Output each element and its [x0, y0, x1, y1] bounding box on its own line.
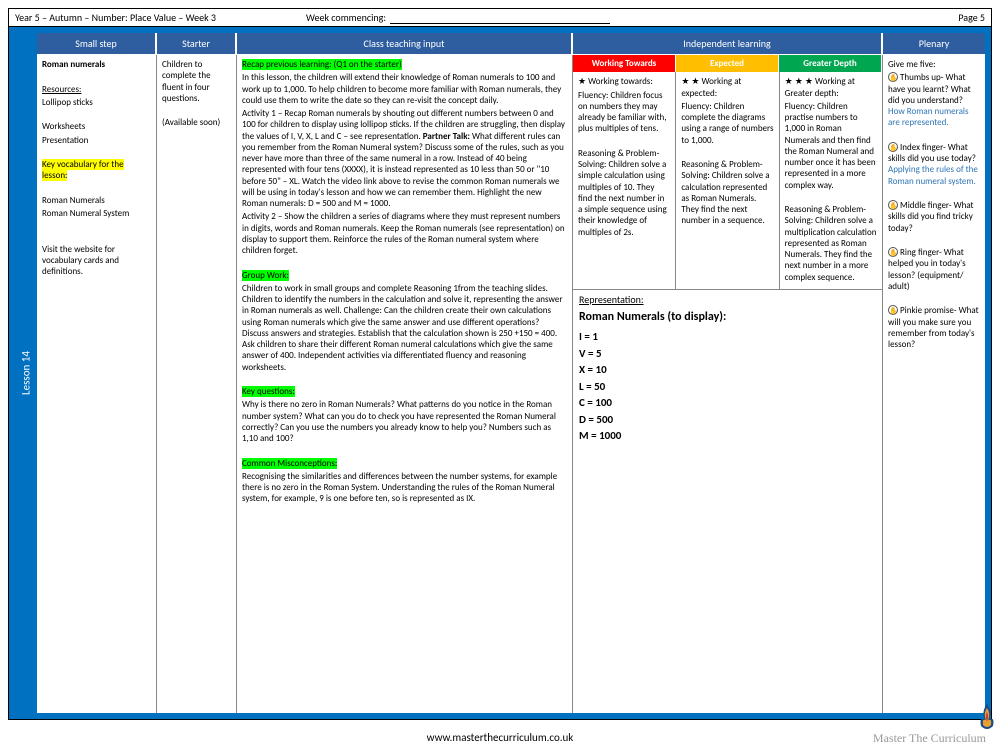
teach-p4: Children to work in small groups and com…: [242, 283, 567, 373]
page-border: Year 5 – Autumn – Number: Place Value – …: [8, 8, 992, 720]
wt-fluency: Fluency: Children focus on numbers they …: [578, 90, 670, 135]
subhead-expected: Expected: [676, 55, 779, 72]
content-area: Small step Starter Class teaching input …: [37, 33, 985, 713]
teach-p6: Recognising the similarities and differe…: [242, 471, 567, 505]
indep-gd: ★ ★ ★ Working at Greater depth: Fluency:…: [780, 72, 882, 289]
plenary-item-1: ✋Index finger- What skills did you use t…: [888, 142, 980, 187]
starter-p1: Children to complete the fluent in four …: [162, 59, 231, 104]
key-vocab-label: Key vocabulary for the lesson:: [42, 159, 151, 182]
gd-rps: Reasoning & Problem-Solving: Children so…: [785, 204, 877, 283]
teach-p2: Activity 1 – Recap Roman numerals by sho…: [242, 108, 567, 209]
indep-subheaders: Working Towards Expected Greater Depth: [573, 55, 882, 72]
hand-icon: ✋: [888, 72, 898, 82]
gd-fluency: Fluency: Children practise numbers to 1,…: [785, 101, 877, 191]
teach-p5: Why is there no zero in Roman Numerals? …: [242, 399, 567, 444]
recap-highlight: Recap previous learning: (Q1 on the star…: [242, 59, 402, 70]
indep-body: ★ Working towards: Fluency: Children foc…: [573, 72, 882, 289]
starter-col: Children to complete the fluent in four …: [157, 55, 237, 713]
hand-icon: ✋: [888, 247, 898, 257]
indep-ex: ★ ★ Working at expected: Fluency: Childr…: [676, 72, 779, 289]
body-row: Roman numerals Resources: Lollipop stick…: [37, 55, 985, 713]
rn-line: X = 10: [579, 362, 876, 379]
rn-line: C = 100: [579, 395, 876, 412]
roman-numerals-list: I = 1 V = 5 X = 10 L = 50 C = 100 D = 50…: [579, 329, 876, 445]
lesson-tab-label: Lesson 14: [20, 351, 33, 395]
plenary-col: Give me five: ✋Thumbs up- What have you …: [883, 55, 985, 713]
lesson-tab: Lesson 14: [15, 33, 37, 713]
plenary-item-2: ✋Middle finger- What skills did you find…: [888, 200, 980, 234]
column-headers: Small step Starter Class teaching input …: [37, 33, 985, 55]
header-page-number: Page 5: [958, 11, 985, 24]
ex-lead: ★ ★ Working at expected:: [681, 76, 773, 99]
independent-col: Working Towards Expected Greater Depth ★…: [573, 55, 883, 713]
ex-fluency: Fluency: Children complete the diagrams …: [681, 101, 773, 146]
rn-line: M = 1000: [579, 428, 876, 445]
header-mid: Week commencing:: [306, 11, 386, 24]
col-header-starter: Starter: [157, 33, 237, 54]
brand-text: Master The Curriculum: [873, 731, 986, 746]
ex-rps: Reasoning & Problem-Solving: Children so…: [681, 159, 773, 227]
key-vocab-highlight: Key vocabulary for the lesson:: [42, 159, 124, 181]
key-questions-label: Key questions:: [242, 386, 567, 397]
teach-p1: In this lesson, the children will extend…: [242, 72, 567, 106]
teach-p3: Activity 2 – Show the children a series …: [242, 211, 567, 256]
resources-label: Resources:: [42, 84, 151, 95]
col-header-small-step: Small step: [37, 33, 157, 54]
visit-website: Visit the website for vocabulary cards a…: [42, 244, 151, 278]
vocab-1: Roman Numerals: [42, 195, 151, 206]
resources-text: Lollipop sticks: [42, 97, 151, 108]
plenary-item-3: ✋Ring finger- What helped you in today's…: [888, 247, 980, 292]
wt-rps: Reasoning & Problem-Solving: Children so…: [578, 148, 670, 238]
rn-line: V = 5: [579, 346, 876, 363]
logo-flame-icon: [976, 702, 998, 732]
teaching-col: Recap previous learning: (Q1 on the star…: [237, 55, 573, 713]
gd-lead: ★ ★ ★ Working at Greater depth:: [785, 76, 877, 99]
header-blank-line: [390, 12, 610, 24]
hand-icon: ✋: [888, 142, 898, 152]
header-left: Year 5 – Autumn – Number: Place Value – …: [15, 11, 216, 24]
plenary-item-4: ✋Pinkie promise- What will you make sure…: [888, 305, 980, 350]
lesson-frame: Lesson 14 Small step Starter Class teach…: [9, 27, 991, 719]
hand-icon: ✋: [888, 305, 898, 315]
col-header-independent: Independent learning: [573, 33, 883, 54]
presentation-text: Presentation: [42, 135, 151, 146]
small-step-col: Roman numerals Resources: Lollipop stick…: [37, 55, 157, 713]
cm-highlight: Common Misconceptions:: [242, 458, 337, 469]
lesson-title: Roman numerals: [42, 59, 151, 70]
subhead-working-towards: Working Towards: [573, 55, 676, 72]
rn-line: L = 50: [579, 379, 876, 396]
footer-url: www.masterthecurriculum.co.uk: [0, 731, 1000, 744]
rn-line: I = 1: [579, 329, 876, 346]
group-work-label: Group Work:: [242, 270, 567, 281]
col-header-plenary: Plenary: [883, 33, 985, 54]
plenary-title: Give me five:: [888, 59, 980, 70]
representation-title: Roman Numerals (to display):: [579, 310, 876, 325]
recap-label: Recap previous learning: (Q1 on the star…: [242, 59, 567, 70]
page-header: Year 5 – Autumn – Number: Place Value – …: [9, 9, 991, 27]
vocab-2: Roman Numeral System: [42, 208, 151, 219]
representation-label: Representation:: [579, 294, 876, 307]
worksheets-text: Worksheets: [42, 121, 151, 132]
subhead-greater-depth: Greater Depth: [779, 55, 882, 72]
misconceptions-label: Common Misconceptions:: [242, 458, 567, 469]
plenary-item-0: ✋Thumbs up- What have you learnt? What d…: [888, 72, 980, 128]
kq-highlight: Key questions:: [242, 386, 295, 397]
indep-wt: ★ Working towards: Fluency: Children foc…: [573, 72, 676, 289]
col-header-teaching: Class teaching input: [237, 33, 573, 54]
group-highlight: Group Work:: [242, 270, 289, 281]
rn-line: D = 500: [579, 412, 876, 429]
wt-lead: ★ Working towards:: [578, 76, 670, 87]
hand-icon: ✋: [888, 200, 898, 210]
starter-p2: (Available soon): [162, 117, 231, 128]
representation-section: Representation: Roman Numerals (to displ…: [573, 289, 882, 449]
